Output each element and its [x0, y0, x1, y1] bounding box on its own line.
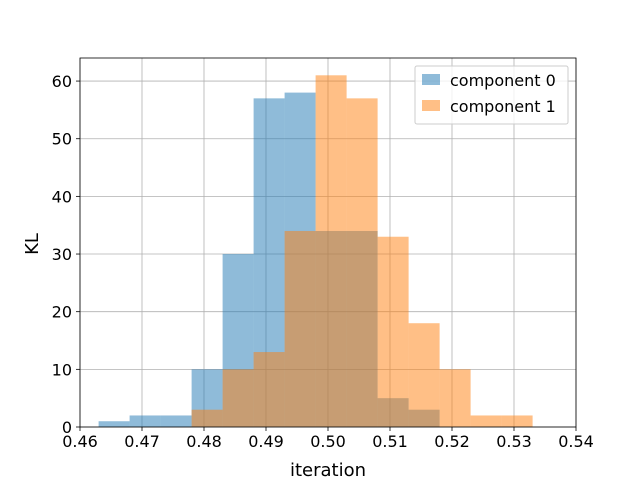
histogram-bar-component-1-7: [408, 323, 440, 427]
x-tick-label-5: 0.51: [372, 432, 408, 451]
histogram-bar-component-1-8: [439, 369, 471, 427]
x-tick-label-8: 0.54: [558, 432, 594, 451]
x-tick-label-1: 0.47: [124, 432, 160, 451]
x-tick-label-2: 0.48: [186, 432, 222, 451]
x-tick-label-3: 0.49: [248, 432, 284, 451]
y-tick-label-1: 10: [52, 360, 72, 379]
y-tick-label-4: 40: [52, 187, 72, 206]
histogram-bar-component-1-4: [315, 75, 347, 427]
histogram-bar-component-1-10: [501, 415, 533, 427]
histogram-bar-component-0-1: [129, 415, 161, 427]
histogram-bar-component-0-2: [160, 415, 192, 427]
legend-swatch-component-0: [422, 74, 440, 85]
histogram-bar-component-1-1: [222, 369, 254, 427]
legend-frame: [414, 65, 569, 125]
legend-label-component-1: component 1: [450, 97, 556, 116]
y-axis-label: KL: [22, 233, 43, 255]
histogram-bar-component-1-3: [284, 230, 316, 427]
x-axis-label: iteration: [290, 460, 366, 480]
y-tick-label-2: 20: [52, 303, 72, 322]
x-tick-label-7: 0.53: [496, 432, 532, 451]
y-tick-label-6: 60: [52, 72, 72, 91]
histogram-bar-component-0-0: [98, 421, 130, 427]
histogram-bar-component-1-5: [346, 98, 378, 427]
histogram-bar-component-1-0: [191, 409, 223, 427]
y-tick-label-0: 0: [62, 418, 72, 437]
legend-swatch-component-1: [422, 100, 440, 111]
ticks-layer: 0.46 0.47 0.48 0.49 0.50 0.51 0.52 0.53 0.54 0 10 2…: [52, 72, 594, 451]
x-tick-label-4: 0.50: [310, 432, 346, 451]
legend-label-component-0: component 0: [450, 71, 556, 90]
bars-layer: [98, 75, 533, 427]
histogram-bar-component-1-2: [253, 352, 285, 427]
histogram-bar-component-1-9: [470, 415, 502, 427]
histogram-bar-component-1-6: [377, 236, 409, 427]
y-tick-label-3: 30: [52, 245, 72, 264]
x-tick-label-0: 0.46: [62, 432, 98, 451]
y-tick-label-5: 50: [52, 130, 72, 149]
legend: component 0 component 1: [414, 65, 569, 125]
x-tick-label-6: 0.52: [434, 432, 470, 451]
